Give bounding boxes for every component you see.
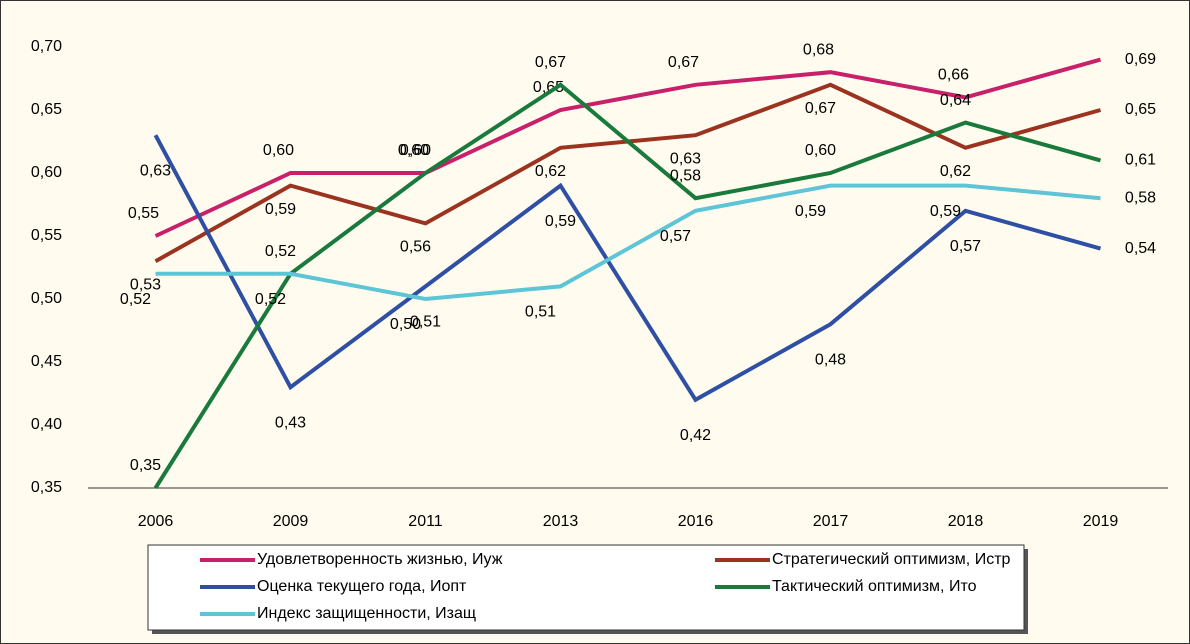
y-tick-label: 0,55 — [31, 227, 62, 244]
data-label: 0,57 — [660, 228, 691, 245]
y-tick-label: 0,35 — [31, 479, 62, 496]
data-label: 0,60 — [398, 142, 429, 159]
data-label: 0,57 — [950, 238, 981, 255]
series-line — [154, 57, 1102, 238]
data-label: 0,67 — [535, 54, 566, 71]
data-label: 0,61 — [1125, 152, 1156, 169]
data-label: 0,52 — [265, 243, 296, 260]
data-label: 0,58 — [670, 167, 701, 184]
x-tick-label: 2013 — [543, 513, 579, 530]
data-label: 0,62 — [940, 163, 971, 180]
y-tick-label: 0,65 — [31, 101, 62, 118]
data-label: 0,63 — [670, 150, 701, 167]
series-line — [153, 134, 1102, 403]
data-label: 0,60 — [805, 142, 836, 159]
data-label: 0,59 — [795, 203, 826, 220]
data-label: 0,59 — [930, 203, 961, 220]
x-tick-label: 2018 — [948, 513, 984, 530]
data-label: 0,58 — [1125, 189, 1156, 206]
data-label: 0,68 — [803, 41, 834, 58]
data-label: 0,59 — [265, 201, 296, 218]
data-label: 0,53 — [130, 276, 161, 293]
data-label: 0,54 — [1125, 240, 1156, 257]
y-tick-label: 0,50 — [31, 290, 62, 307]
data-label: 0,67 — [668, 54, 699, 71]
x-tick-label: 2009 — [273, 513, 309, 530]
data-label: 0,56 — [400, 239, 431, 256]
legend-label: Оценка текущего года, Иопт — [257, 578, 467, 595]
data-label: 0,51 — [410, 314, 441, 331]
x-tick-label: 2011 — [408, 513, 443, 530]
data-label: 0,52 — [120, 291, 151, 308]
data-label: 0,52 — [255, 291, 286, 308]
data-label: 0,50 — [390, 316, 421, 333]
legend-label: Удовлетворенность жизнью, Иуж — [257, 551, 503, 568]
data-label: 0,59 — [545, 213, 576, 230]
data-label: 0,64 — [940, 92, 971, 109]
y-tick-label: 0,45 — [31, 353, 62, 370]
data-label: 0,67 — [805, 100, 836, 117]
data-label: 0,60 — [400, 142, 431, 159]
y-tick-label: 0,40 — [31, 416, 62, 433]
data-label: 0,65 — [533, 79, 564, 96]
legend-label: Индекс защищенности, Изащ — [257, 605, 476, 622]
data-label: 0,48 — [815, 351, 846, 368]
y-tick-label: 0,60 — [31, 164, 62, 181]
legend-box — [147, 544, 1025, 631]
data-label: 0,51 — [525, 304, 556, 321]
x-tick-label: 2019 — [1083, 513, 1119, 530]
data-label: 0,35 — [130, 457, 161, 474]
series-line — [153, 82, 1102, 490]
data-label: 0,65 — [1125, 101, 1156, 118]
x-tick-label: 2006 — [138, 513, 174, 530]
data-label: 0,55 — [128, 205, 159, 222]
data-label: 0,60 — [263, 142, 294, 159]
data-label: 0,42 — [680, 427, 711, 444]
data-label: 0,66 — [938, 67, 969, 84]
data-label: 0,69 — [1125, 51, 1156, 68]
data-label: 0,63 — [140, 162, 171, 179]
data-label: 0,43 — [275, 414, 306, 431]
x-tick-label: 2016 — [678, 513, 714, 530]
legend-label: Стратегический оптимизм, Истр — [772, 551, 1011, 568]
legend-label: Тактический оптимизм, Ито — [772, 578, 977, 595]
x-tick-label: 2017 — [813, 513, 849, 530]
y-tick-label: 0,70 — [31, 38, 62, 55]
data-label: 0,62 — [535, 163, 566, 180]
series-line — [155, 183, 1101, 302]
